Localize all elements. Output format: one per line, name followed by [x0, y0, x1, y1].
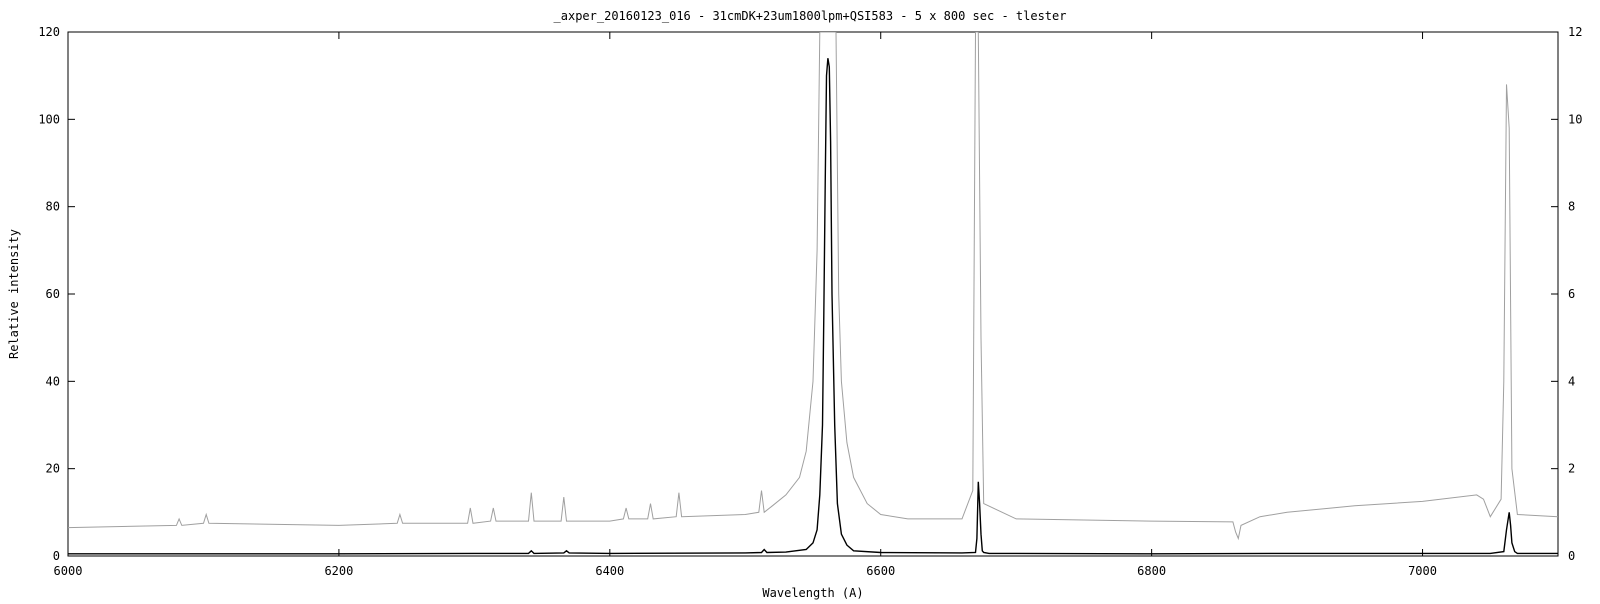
y2-tick-label: 10: [1568, 112, 1582, 126]
x-tick-label: 6000: [54, 564, 83, 578]
y2-tick-label: 6: [1568, 287, 1575, 301]
series-layer: [68, 32, 1558, 555]
y-axis-left: 0 20 40 60 80 100 120: [38, 25, 75, 563]
y-tick-label: 40: [46, 374, 60, 388]
series-line-black: [68, 58, 1558, 555]
y-tick-label: 0: [53, 549, 60, 563]
plot-frame: [67, 31, 1559, 557]
x-axis: 6000 6200 6400 6600 6800 7000: [54, 32, 1437, 578]
y2-tick-label: 8: [1568, 200, 1575, 214]
y2-tick-label: 4: [1568, 374, 1575, 388]
y2-tick-label: 0: [1568, 549, 1575, 563]
x-tick-label: 6400: [595, 564, 624, 578]
y-tick-label: 120: [38, 25, 60, 39]
y-axis-right: 0 2 4 6 8 10 12: [1551, 25, 1582, 563]
y-tick-label: 20: [46, 462, 60, 476]
x-tick-label: 7000: [1408, 564, 1437, 578]
y-tick-label: 100: [38, 112, 60, 126]
y2-tick-label: 2: [1568, 462, 1575, 476]
series-line-gray: [68, 32, 1558, 541]
y-tick-label: 80: [46, 200, 60, 214]
chart-title: _axper_20160123_016 - 31cmDK+23um1800lpm…: [554, 9, 1067, 23]
y-tick-label: 60: [46, 287, 60, 301]
y2-tick-label: 12: [1568, 25, 1582, 39]
x-tick-label: 6600: [866, 564, 895, 578]
x-axis-label: Wavelength (A): [762, 586, 863, 600]
y-axis-label: Relative intensity: [7, 229, 21, 359]
x-tick-label: 6200: [324, 564, 353, 578]
x-tick-label: 6800: [1137, 564, 1166, 578]
